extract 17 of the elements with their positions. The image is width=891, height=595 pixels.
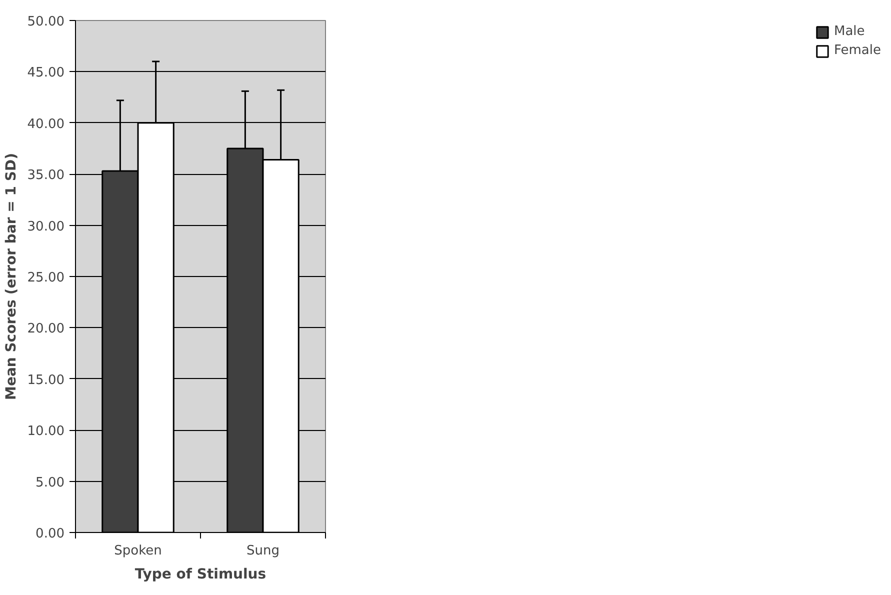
y-tick-label: 35.00 [27,168,64,184]
x-tick-label: Spoken [114,544,162,558]
x-tick-label: Sung [246,544,280,558]
y-tick-label: 50.00 [27,14,64,30]
legend-label: Male [834,24,865,39]
y-tick-label: 30.00 [27,219,64,234]
y-tick-label: 10.00 [27,424,64,440]
y-tick-label: 25.00 [27,270,64,286]
y-axis-title: Mean Scores (error bar = 1 SD) [3,152,20,400]
y-tick-label: 45.00 [27,66,64,81]
y-tick-label: 5.00 [36,475,65,490]
y-tick-label: 40.00 [27,116,64,132]
y-tick-label: 0.00 [36,526,65,542]
x-axis-title: Type of Stimulus [134,566,266,582]
y-tick-label: 15.00 [27,372,64,388]
y-tick-label: 20.00 [27,322,64,337]
legend-label: Female [834,43,881,58]
